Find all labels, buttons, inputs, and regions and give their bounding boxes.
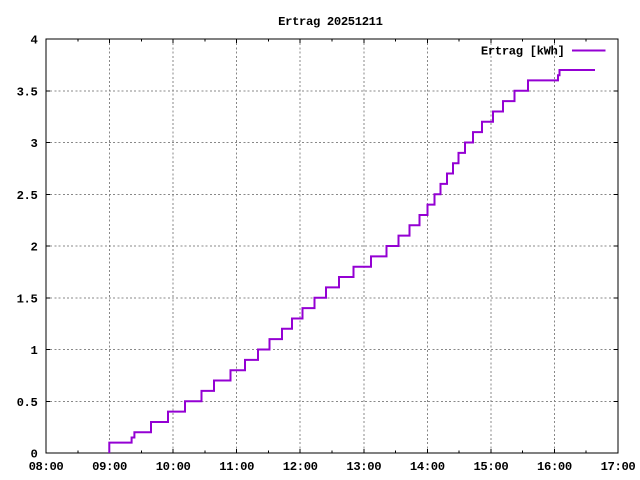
svg-text:4: 4 bbox=[31, 34, 38, 48]
svg-text:08:00: 08:00 bbox=[29, 460, 64, 474]
svg-text:11:00: 11:00 bbox=[219, 460, 254, 474]
svg-text:Ertrag 20251211: Ertrag 20251211 bbox=[278, 15, 382, 29]
svg-text:2.5: 2.5 bbox=[17, 189, 38, 203]
svg-text:3: 3 bbox=[31, 137, 38, 151]
svg-text:16:00: 16:00 bbox=[537, 460, 572, 474]
svg-text:15:00: 15:00 bbox=[473, 460, 508, 474]
svg-text:10:00: 10:00 bbox=[156, 460, 191, 474]
svg-text:0.5: 0.5 bbox=[17, 396, 38, 410]
svg-text:13:00: 13:00 bbox=[346, 460, 381, 474]
svg-text:09:00: 09:00 bbox=[92, 460, 127, 474]
svg-text:1: 1 bbox=[31, 344, 38, 358]
svg-text:12:00: 12:00 bbox=[283, 460, 318, 474]
svg-text:1.5: 1.5 bbox=[17, 292, 38, 306]
svg-text:17:00: 17:00 bbox=[601, 460, 636, 474]
svg-text:14:00: 14:00 bbox=[410, 460, 445, 474]
svg-text:3.5: 3.5 bbox=[17, 85, 38, 99]
svg-text:Ertrag [kWh]: Ertrag [kWh] bbox=[481, 44, 565, 58]
svg-text:0: 0 bbox=[31, 448, 38, 462]
svg-text:2: 2 bbox=[31, 241, 38, 255]
